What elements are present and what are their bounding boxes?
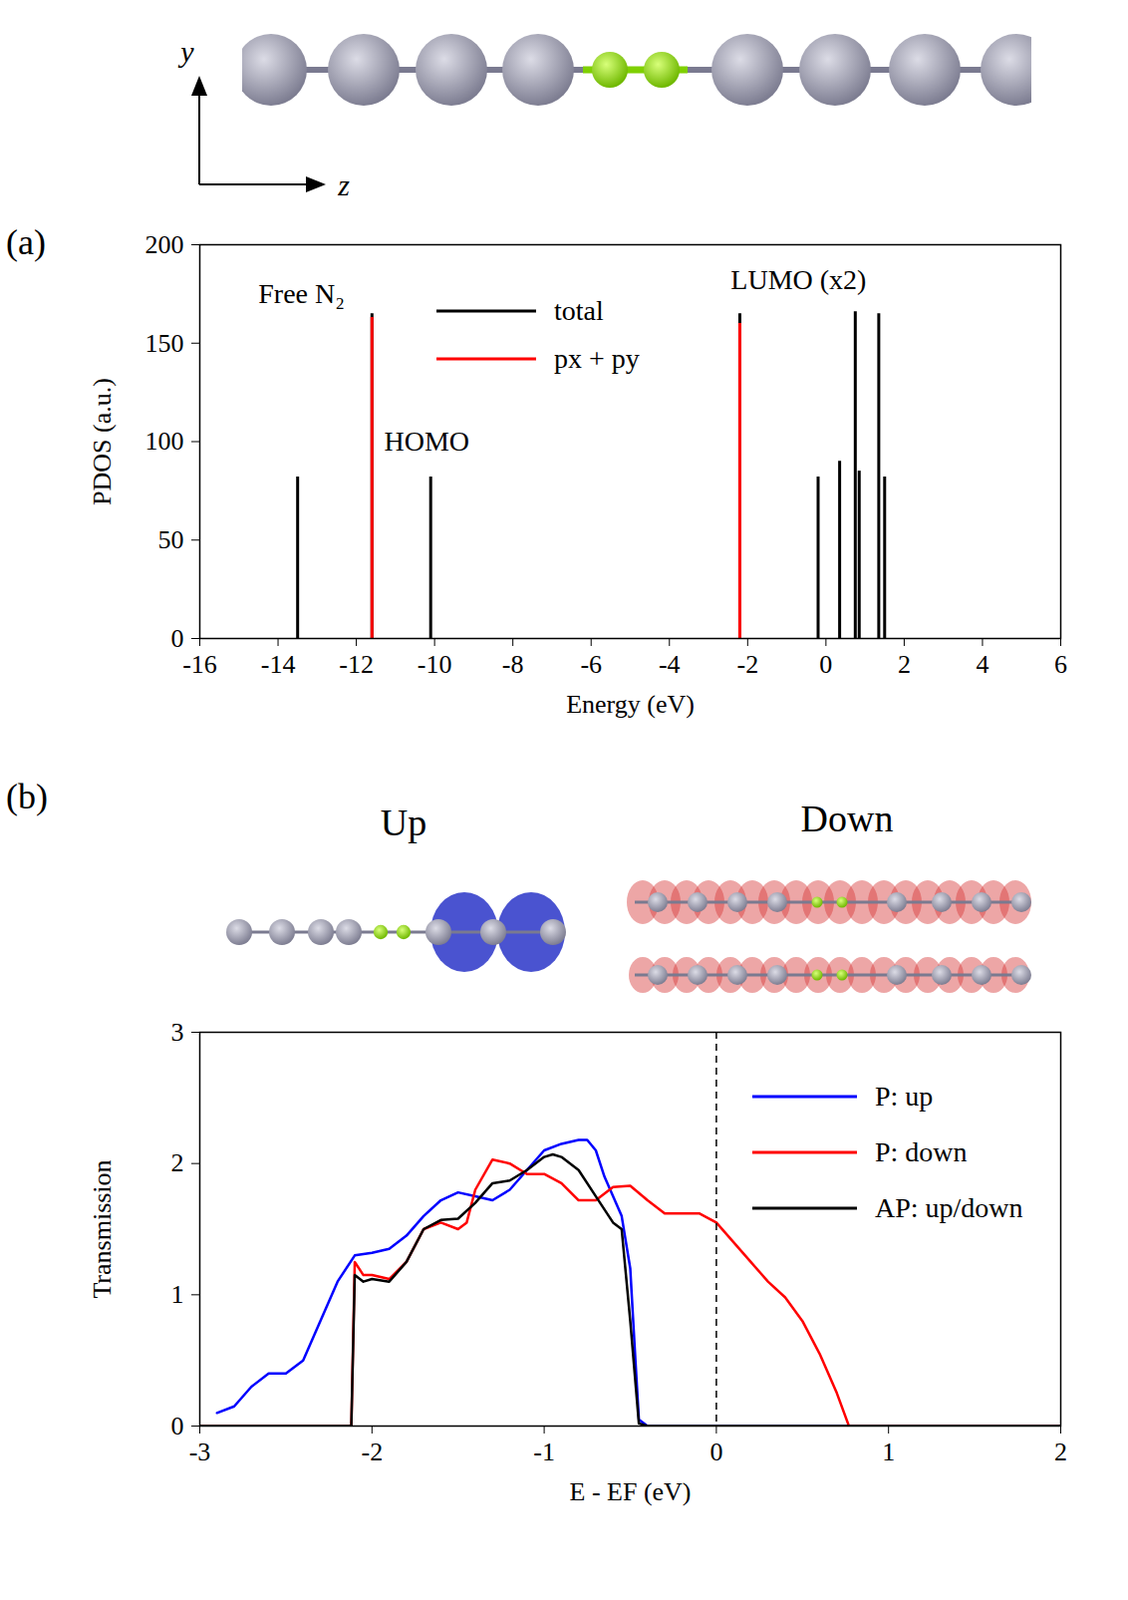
svg-text:-12: -12 <box>338 649 374 679</box>
svg-text:-10: -10 <box>417 649 453 679</box>
svg-text:Down: Down <box>801 797 894 840</box>
svg-text:200: 200 <box>145 230 185 260</box>
svg-text:Free N₂: Free N₂ <box>258 278 345 309</box>
svg-text:-2: -2 <box>736 649 759 679</box>
svg-text:Up: Up <box>380 801 427 844</box>
svg-text:0: 0 <box>709 1436 723 1466</box>
svg-text:px + py: px + py <box>554 342 640 374</box>
svg-text:PDOS (a.u.): PDOS (a.u.) <box>87 377 117 506</box>
svg-text:-3: -3 <box>189 1436 212 1466</box>
svg-text:100: 100 <box>145 426 185 456</box>
svg-text:-2: -2 <box>360 1436 383 1466</box>
svg-text:4: 4 <box>975 649 989 679</box>
svg-text:-16: -16 <box>182 649 218 679</box>
svg-text:-14: -14 <box>261 649 296 679</box>
svg-text:1: 1 <box>171 1279 185 1309</box>
svg-text:2: 2 <box>1054 1436 1068 1466</box>
html-text:(b): (b) <box>5 776 48 817</box>
svg-text:0: 0 <box>819 649 833 679</box>
svg-text:Transmission: Transmission <box>87 1158 117 1298</box>
html-text:(a): (a) <box>5 222 46 263</box>
svg-text:6: 6 <box>1054 649 1068 679</box>
svg-text:2: 2 <box>171 1147 185 1177</box>
svg-text:LUMO (x2): LUMO (x2) <box>730 264 866 295</box>
svg-text:total: total <box>554 294 604 326</box>
svg-text:AP: up/down: AP: up/down <box>874 1191 1024 1223</box>
svg-text:-4: -4 <box>658 649 681 679</box>
svg-text:-1: -1 <box>533 1436 556 1466</box>
svg-text:2: 2 <box>897 649 911 679</box>
svg-text:-6: -6 <box>579 649 602 679</box>
svg-text:P: down: P: down <box>874 1135 968 1167</box>
svg-text:E - EF (eV): E - EF (eV) <box>568 1476 691 1506</box>
svg-text:0: 0 <box>171 623 185 653</box>
svg-text:HOMO: HOMO <box>384 425 471 457</box>
svg-text:Energy (eV): Energy (eV) <box>565 689 695 719</box>
svg-text:150: 150 <box>145 328 185 358</box>
svg-text:0: 0 <box>171 1410 185 1440</box>
svg-text:50: 50 <box>158 525 185 555</box>
svg-text:-8: -8 <box>502 649 525 679</box>
svg-text:y: y <box>177 34 195 68</box>
svg-text:1: 1 <box>881 1436 895 1466</box>
svg-text:P: up: P: up <box>874 1080 933 1112</box>
svg-text:z: z <box>336 168 350 202</box>
svg-text:3: 3 <box>171 1017 185 1047</box>
